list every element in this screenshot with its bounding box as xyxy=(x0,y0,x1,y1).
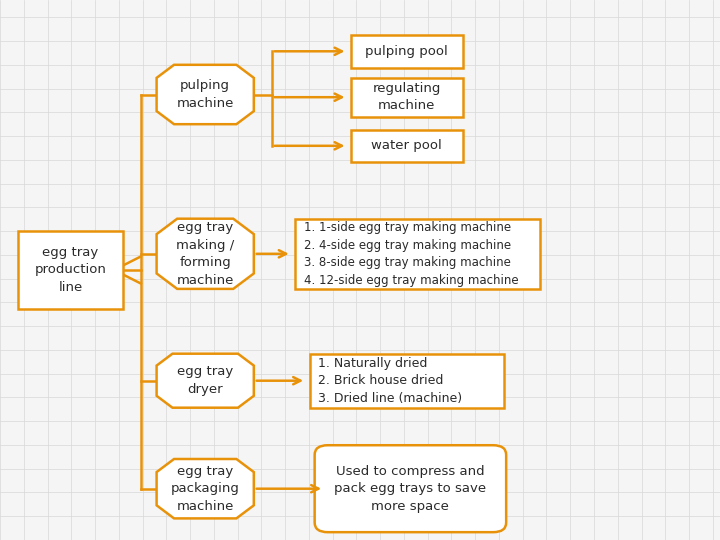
Text: 1. Naturally dried
2. Brick house dried
3. Dried line (machine): 1. Naturally dried 2. Brick house dried … xyxy=(318,357,462,404)
Text: egg tray
production
line: egg tray production line xyxy=(35,246,107,294)
Text: egg tray
making /
forming
machine: egg tray making / forming machine xyxy=(176,221,234,287)
FancyBboxPatch shape xyxy=(310,354,504,408)
Text: pulping
machine: pulping machine xyxy=(176,79,234,110)
FancyBboxPatch shape xyxy=(19,231,122,309)
FancyBboxPatch shape xyxy=(351,130,462,162)
Text: egg tray
dryer: egg tray dryer xyxy=(177,366,233,396)
Text: pulping pool: pulping pool xyxy=(366,45,448,58)
Text: water pool: water pool xyxy=(372,139,442,152)
FancyBboxPatch shape xyxy=(295,219,540,289)
Polygon shape xyxy=(156,459,253,518)
FancyBboxPatch shape xyxy=(351,35,462,68)
Text: 1. 1-side egg tray making machine
2. 4-side egg tray making machine
3. 8-side eg: 1. 1-side egg tray making machine 2. 4-s… xyxy=(304,221,518,287)
Text: Used to compress and
pack egg trays to save
more space: Used to compress and pack egg trays to s… xyxy=(334,465,487,512)
Polygon shape xyxy=(156,219,253,289)
FancyBboxPatch shape xyxy=(351,78,462,117)
Polygon shape xyxy=(156,354,253,408)
Polygon shape xyxy=(156,65,253,124)
Text: egg tray
packaging
machine: egg tray packaging machine xyxy=(171,465,240,512)
Text: regulating
machine: regulating machine xyxy=(373,82,441,112)
FancyBboxPatch shape xyxy=(315,445,506,532)
